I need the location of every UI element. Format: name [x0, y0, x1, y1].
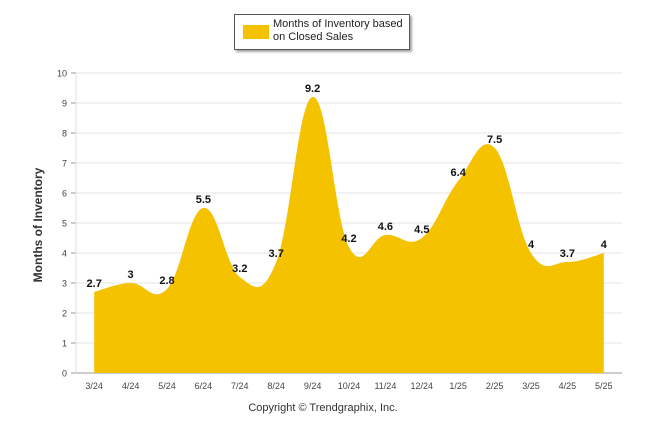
copyright-text: Copyright © Trendgraphix, Inc. [248, 402, 398, 414]
y-tick-label: 4 [62, 249, 67, 259]
x-tick-label: 8/24 [267, 381, 285, 391]
data-label: 3.7 [560, 248, 575, 260]
y-tick-label: 6 [62, 189, 67, 199]
legend-swatch [243, 25, 269, 39]
data-label: 3 [128, 269, 134, 281]
data-label: 4.5 [414, 224, 429, 236]
data-label: 4 [601, 239, 608, 251]
x-tick-label: 3/25 [522, 381, 540, 391]
area-fill [94, 96, 604, 373]
x-tick-label: 9/24 [304, 381, 322, 391]
x-tick-label: 10/24 [338, 381, 361, 391]
data-label: 4.6 [378, 221, 393, 233]
data-label: 6.4 [451, 167, 467, 179]
data-label: 7.5 [487, 134, 502, 146]
y-tick-label: 0 [62, 369, 67, 379]
data-label: 3.2 [232, 263, 247, 275]
x-tick-label: 7/24 [231, 381, 249, 391]
y-tick-label: 5 [62, 219, 67, 229]
x-tick-label: 4/25 [559, 381, 577, 391]
y-tick-label: 9 [62, 99, 67, 109]
data-labels: 2.7 3 2.8 5.5 3.2 3.7 9.2 4.2 4.6 4.5 6.4 7.5 4 3.7 4 [87, 83, 608, 290]
y-tick-label: 8 [62, 129, 67, 139]
y-tick-label: 1 [62, 339, 67, 349]
data-label: 4 [528, 239, 535, 251]
data-label: 2.8 [159, 275, 174, 287]
x-tick-label: 4/24 [122, 381, 140, 391]
x-tick-label: 5/24 [158, 381, 176, 391]
x-tick-label: 6/24 [195, 381, 213, 391]
y-tick-label: 10 [57, 69, 67, 79]
y-tick-label: 7 [62, 159, 67, 169]
legend: Months of Inventory based on Closed Sale… [234, 14, 410, 50]
data-label: 9.2 [305, 83, 320, 95]
y-tick-label: 3 [62, 279, 67, 289]
x-tick-label: 12/24 [411, 381, 434, 391]
data-label: 4.2 [341, 233, 356, 245]
legend-label: Months of Inventory based on Closed Sale… [273, 18, 403, 43]
axes: 0 1 2 3 4 5 6 7 8 9 10 3/24 4/24 5/24 6/24 7/24 8/24 9/24… [57, 69, 613, 392]
y-axis-title: Months of Inventory [31, 167, 45, 282]
x-tick-label: 1/25 [449, 381, 467, 391]
x-tick-label: 5/25 [595, 381, 613, 391]
data-label: 5.5 [196, 194, 211, 206]
area-series [94, 96, 604, 373]
data-label: 3.7 [269, 248, 284, 260]
x-tick-label: 11/24 [374, 381, 396, 391]
y-tick-label: 2 [62, 309, 67, 319]
x-tick-label: 3/24 [85, 381, 103, 391]
data-label: 2.7 [87, 278, 102, 290]
x-tick-label: 2/25 [486, 381, 504, 391]
